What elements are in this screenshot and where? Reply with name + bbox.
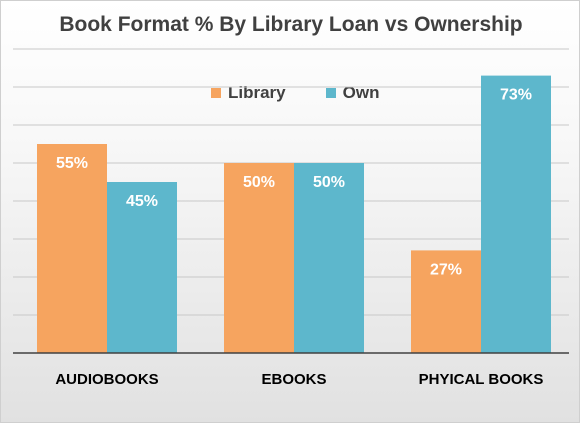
data-label-own-2: 50% xyxy=(313,174,345,191)
bar-library-2 xyxy=(224,163,294,353)
x-tick-label-3: PHYICAL BOOKS xyxy=(419,371,544,388)
bar-own-2 xyxy=(294,163,364,353)
data-label-own-1: 45% xyxy=(126,193,158,210)
legend-label-own: Own xyxy=(342,83,380,102)
legend-swatch-library xyxy=(211,88,221,98)
legend-swatch-own xyxy=(325,88,336,98)
x-tick-label-2: EBOOKS xyxy=(261,371,326,388)
bar-library-3 xyxy=(411,250,481,353)
data-label-library-2: 50% xyxy=(243,174,275,191)
data-label-own-3: 73% xyxy=(500,87,532,104)
legend-label-library: Library xyxy=(228,83,286,102)
legend-item-own: Own xyxy=(325,83,380,103)
data-label-library-1: 55% xyxy=(56,155,88,172)
bar-own-1 xyxy=(107,182,177,353)
data-label-library-3: 27% xyxy=(430,261,462,278)
bar-own-3 xyxy=(481,75,551,353)
x-tick-label-1: AUDIOBOOKS xyxy=(55,371,158,388)
legend-item-library: Library xyxy=(211,83,286,103)
chart-title: Book Format % By Library Loan vs Ownersh… xyxy=(59,13,523,36)
bar-library-1 xyxy=(37,144,107,353)
legend: Library Own xyxy=(211,83,419,103)
